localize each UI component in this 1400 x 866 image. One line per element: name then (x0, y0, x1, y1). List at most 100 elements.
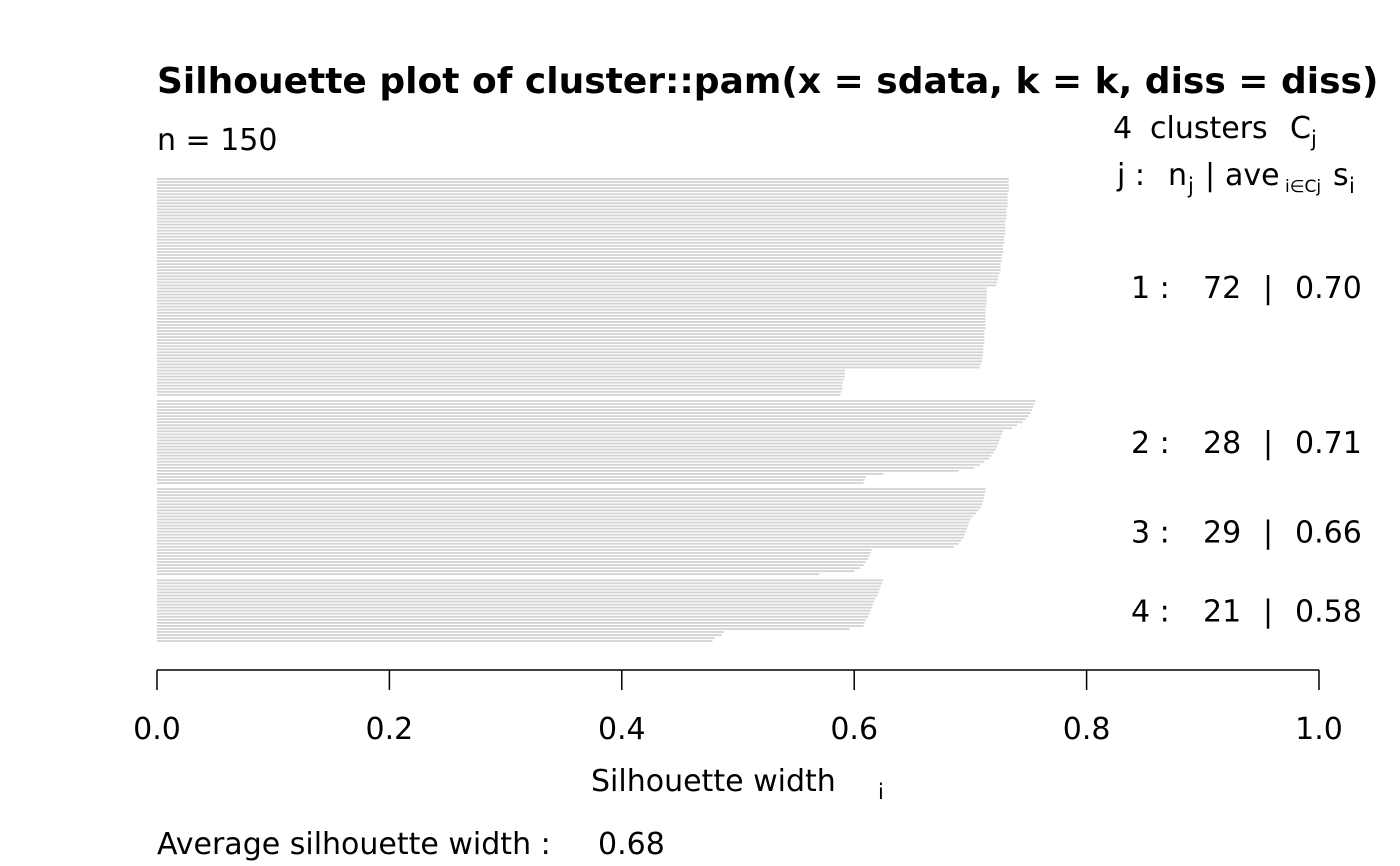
silhouette-bar (157, 634, 722, 636)
silhouette-bar (157, 500, 984, 503)
silhouette-bar (157, 476, 866, 478)
silhouette-bar (157, 594, 878, 597)
cluster-row-label: 1 : (1131, 271, 1170, 306)
legend-header-ave-subscript: i∈Cj (1285, 177, 1321, 197)
silhouette-bar (157, 454, 992, 457)
silhouette-bar (157, 266, 1001, 269)
silhouette-bar (157, 296, 987, 299)
silhouette-bar (157, 631, 725, 633)
x-tick-label: 0.8 (1063, 712, 1111, 747)
silhouette-bar (157, 190, 1009, 193)
silhouette-bar (157, 552, 871, 554)
silhouette-bar (157, 433, 1002, 436)
silhouette-bar (157, 333, 985, 335)
silhouette-bar (157, 360, 983, 363)
silhouette-bar (157, 591, 879, 594)
silhouette-bar (157, 320, 986, 323)
silhouette-bar (157, 512, 977, 515)
silhouette-bar (157, 327, 986, 329)
average-width-value: 0.68 (598, 827, 665, 862)
silhouette-bar (157, 226, 1006, 229)
legend-c-symbol: C (1290, 111, 1311, 146)
silhouette-bar (157, 533, 965, 536)
silhouette-bar (157, 269, 1001, 272)
legend-cluster-count: 4 (1113, 111, 1132, 146)
legend-header-ave: ave (1225, 158, 1280, 193)
silhouette-bar (157, 545, 955, 548)
silhouette-bar (157, 469, 959, 472)
silhouette-bar (157, 199, 1008, 202)
cluster-row-average: 0.71 (1295, 426, 1362, 461)
silhouette-bar (157, 561, 866, 563)
silhouette-bar (157, 403, 1035, 405)
silhouette-bar (157, 479, 865, 481)
silhouette-bar (157, 196, 1008, 199)
silhouette-bar (157, 363, 981, 366)
average-width-label: Average silhouette width : (157, 827, 551, 862)
x-tick-label: 0.4 (598, 712, 646, 747)
cluster-row-separator: | (1263, 595, 1273, 630)
silhouette-bar (157, 208, 1007, 211)
silhouette-bar (157, 640, 713, 642)
silhouette-bar (157, 579, 884, 582)
cluster-row-average: 0.70 (1295, 271, 1362, 306)
silhouette-bar (157, 342, 985, 345)
silhouette-bar (157, 339, 985, 342)
silhouette-bar (157, 609, 871, 612)
silhouette-bar (157, 251, 1003, 253)
silhouette-bar (157, 436, 1001, 439)
silhouette-bar (157, 223, 1006, 226)
x-axis-label-subscript: i (878, 780, 884, 804)
silhouette-bar (157, 606, 872, 609)
cluster-row-size: 28 (1203, 426, 1241, 461)
silhouette-bar (157, 588, 880, 591)
silhouette-bar (157, 548, 872, 551)
silhouette-bar (157, 448, 996, 451)
silhouette-bar (157, 378, 844, 381)
silhouette-bar (157, 387, 843, 390)
cluster-summary-rows: 1 : 72 | 0.70 2 : 28 | 0.71 3 : 29 | 0.66 4 : 21 | 0.58 (1131, 271, 1362, 630)
silhouette-bar (157, 439, 1000, 442)
silhouette-bar (157, 317, 986, 320)
silhouette-bar (157, 494, 985, 497)
silhouette-bar (157, 220, 1006, 223)
silhouette-bar (157, 466, 974, 469)
legend-header-n-subscript: j (1187, 174, 1194, 198)
silhouette-bar (157, 229, 1006, 232)
legend-clusters-word: clusters (1150, 111, 1268, 146)
silhouette-bar (157, 524, 969, 527)
cluster-row-size: 72 (1203, 271, 1241, 306)
silhouette-bar (157, 509, 979, 512)
silhouette-bar (157, 497, 985, 500)
silhouette-bars (157, 178, 1036, 642)
silhouette-bar (157, 284, 996, 287)
legend-c-subscript: j (1310, 127, 1317, 151)
silhouette-bar (157, 257, 1002, 259)
silhouette-bar (157, 287, 987, 290)
silhouette-bar (157, 184, 1009, 186)
silhouette-bar (157, 421, 1023, 424)
silhouette-bar (157, 521, 970, 524)
silhouette-bar (157, 311, 986, 314)
silhouette-bar (157, 211, 1007, 214)
silhouette-bar (157, 424, 1017, 427)
silhouette-bar (157, 564, 864, 566)
silhouette-bar (157, 357, 983, 360)
silhouette-bar (157, 442, 999, 445)
silhouette-bar (157, 406, 1034, 408)
silhouette-bar (157, 299, 987, 302)
silhouette-bar (157, 457, 989, 460)
silhouette-bar (157, 217, 1007, 220)
silhouette-bar (157, 348, 984, 351)
silhouette-bar (157, 536, 964, 539)
silhouette-bar (157, 555, 870, 557)
x-tick-label: 1.0 (1295, 712, 1343, 747)
silhouette-bar (157, 451, 994, 454)
silhouette-bar (157, 372, 845, 375)
silhouette-bar (157, 241, 1005, 244)
silhouette-bar (157, 542, 959, 545)
silhouette-bar (157, 460, 985, 463)
silhouette-bar (157, 390, 842, 393)
silhouette-bar (157, 527, 967, 530)
